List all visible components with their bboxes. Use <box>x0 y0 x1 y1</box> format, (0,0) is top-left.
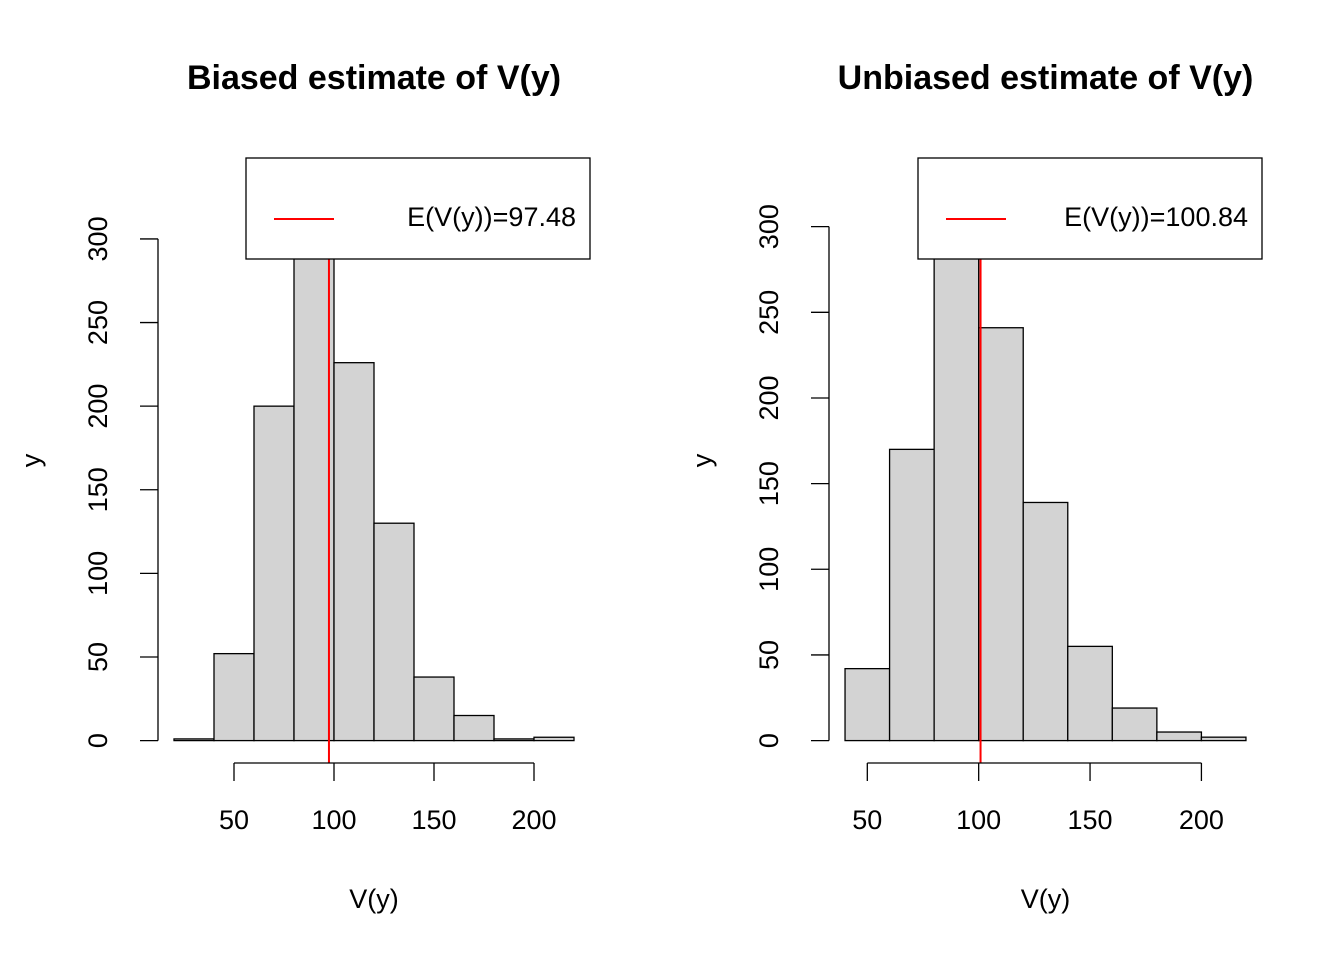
bar <box>413 676 455 742</box>
y-axis-title: y <box>687 453 717 467</box>
x-tick-label: 100 <box>956 805 1001 835</box>
bar <box>213 652 255 742</box>
x-tick-label: 150 <box>411 805 456 835</box>
chart-title: Biased estimate of V(y) <box>187 59 561 97</box>
y-tick-label: 50 <box>754 640 784 670</box>
bar <box>453 714 495 742</box>
x-tick-label: 200 <box>511 805 556 835</box>
x-axis-title: V(y) <box>1021 884 1071 914</box>
bar <box>373 522 415 742</box>
y-tick-label: 100 <box>83 551 113 596</box>
bar <box>1200 736 1247 742</box>
x-tick-label: 50 <box>219 805 249 835</box>
x-tick-label: 150 <box>1068 805 1113 835</box>
plot-area <box>173 158 575 763</box>
x-tick-label: 100 <box>311 805 356 835</box>
bar <box>1022 501 1069 742</box>
y-tick-label: 100 <box>754 547 784 592</box>
bar <box>888 448 935 742</box>
bar <box>1156 731 1203 742</box>
plot-area <box>844 158 1247 763</box>
legend-box <box>245 157 591 260</box>
bar <box>1067 645 1113 742</box>
x-tick-label: 200 <box>1179 805 1224 835</box>
legend-label: E(V(y))=97.48 <box>407 202 576 232</box>
bar <box>173 738 215 742</box>
y-axis-title: y <box>16 453 46 467</box>
x-axis-title: V(y) <box>349 884 399 914</box>
bar <box>978 327 1024 742</box>
chart-title: Unbiased estimate of V(y) <box>838 59 1254 97</box>
y-tick-label: 200 <box>83 384 113 429</box>
bar <box>844 667 891 742</box>
legend-label: E(V(y))=100.84 <box>1064 202 1248 232</box>
y-tick-label: 250 <box>754 290 784 335</box>
legend-box <box>917 157 1263 260</box>
y-tick-label: 150 <box>754 461 784 506</box>
x-tick-label: 50 <box>852 805 882 835</box>
y-tick-label: 150 <box>83 467 113 512</box>
y-tick-label: 300 <box>83 216 113 261</box>
legend: E(V(y))=100.84 <box>917 157 1263 260</box>
y-tick-label: 0 <box>83 733 113 748</box>
bar <box>1111 707 1158 742</box>
bar <box>933 179 980 742</box>
bar <box>253 405 295 742</box>
bar <box>533 736 575 742</box>
y-tick-label: 0 <box>754 733 784 748</box>
y-tick-label: 250 <box>83 300 113 345</box>
y-tick-label: 300 <box>754 204 784 249</box>
y-tick-label: 200 <box>754 375 784 420</box>
legend: E(V(y))=97.48 <box>245 157 591 260</box>
bar <box>333 362 375 742</box>
y-tick-label: 50 <box>83 642 113 672</box>
bar <box>493 738 535 742</box>
